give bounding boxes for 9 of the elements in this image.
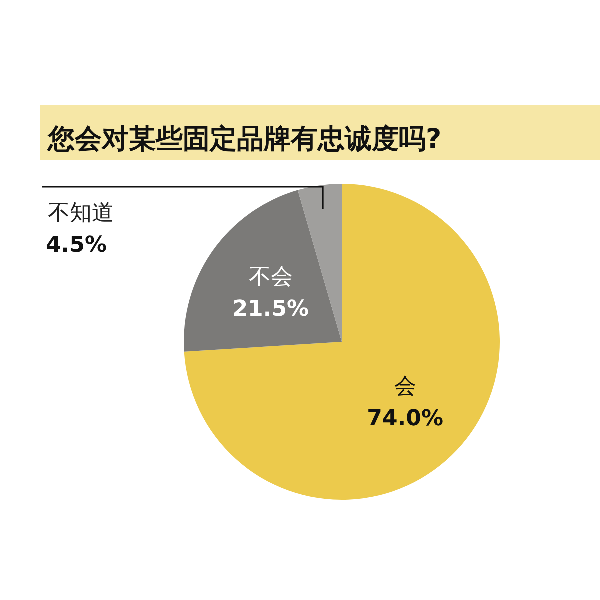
chart-title: 您会对某些固定品牌有忠诚度吗?	[47, 124, 442, 155]
slice-label: 不知道	[48, 201, 114, 226]
data-label: 74.0%	[367, 406, 444, 432]
pie-slice	[184, 190, 342, 352]
pie-slice	[184, 184, 500, 500]
slice-label: 不会	[248, 265, 293, 290]
slice-label: 会	[394, 374, 416, 400]
data-label: 21.5%	[232, 297, 310, 322]
data-label: 4.5%	[46, 233, 108, 258]
